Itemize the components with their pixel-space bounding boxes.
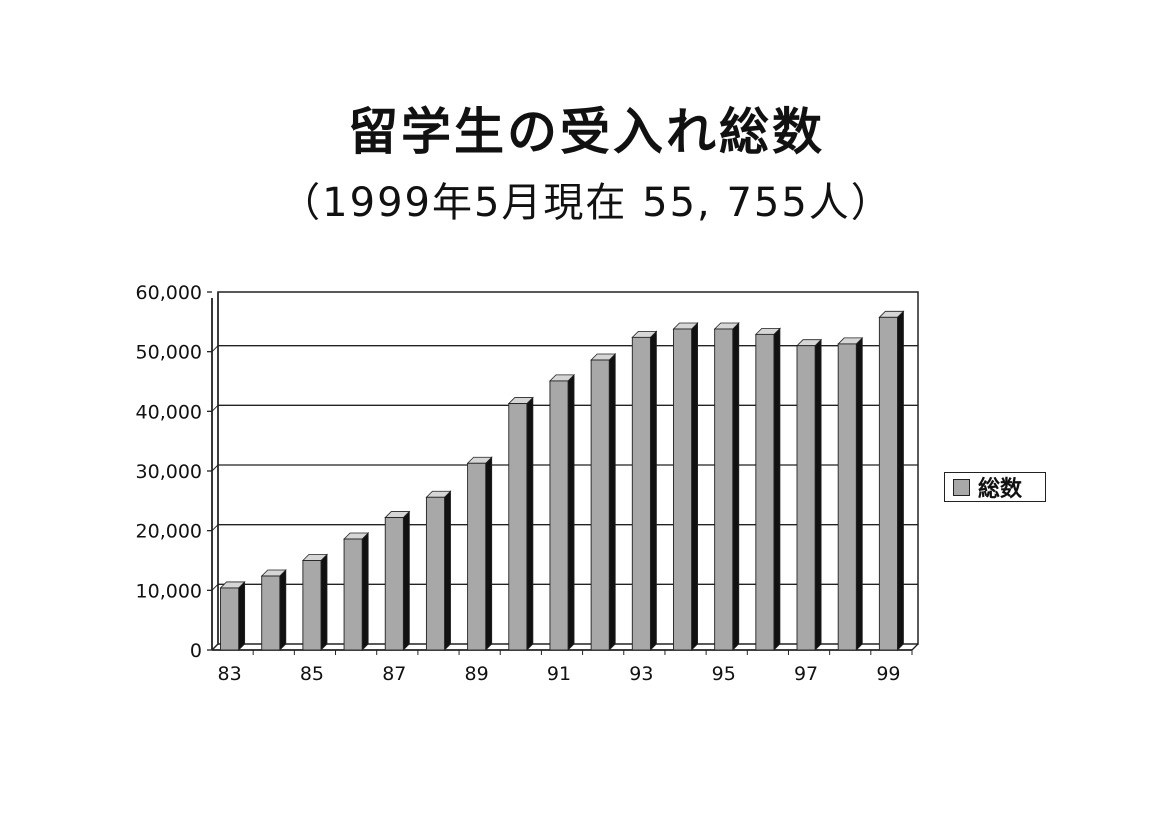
y-tick-label: 60,000 xyxy=(136,282,202,304)
bar-side xyxy=(402,510,410,651)
bar xyxy=(384,517,404,651)
bar-side xyxy=(567,373,575,651)
bar xyxy=(549,380,569,651)
chart-title: 留学生の受入れ総数 xyxy=(348,103,825,161)
floor-right-edge xyxy=(911,643,919,651)
bar xyxy=(343,538,363,651)
bar-side xyxy=(608,353,616,651)
bar-side xyxy=(897,310,904,651)
bar-side xyxy=(279,569,287,651)
bar xyxy=(508,403,528,651)
x-tick-label: 91 xyxy=(547,663,571,685)
y-tick-label: 20,000 xyxy=(136,521,202,543)
legend-label: 総数 xyxy=(978,477,1023,502)
bar-side xyxy=(361,532,369,651)
gridline-depth xyxy=(211,524,219,532)
bar-side xyxy=(691,322,698,651)
gridline-depth xyxy=(211,464,219,472)
bar-side xyxy=(773,327,781,651)
x-tick-label: 97 xyxy=(794,663,818,685)
bar xyxy=(590,359,610,651)
bar-side xyxy=(444,490,451,651)
y-tick-label: 0 xyxy=(190,640,202,662)
bar-side xyxy=(238,580,246,651)
bar xyxy=(673,328,693,651)
x-tick-label: 93 xyxy=(629,663,653,685)
y-tick-label: 10,000 xyxy=(136,580,202,602)
bar xyxy=(755,333,775,651)
gridline-depth xyxy=(211,583,219,591)
gridline-depth xyxy=(211,345,219,353)
y-tick-label: 50,000 xyxy=(136,342,202,364)
bar xyxy=(261,575,281,651)
bar xyxy=(467,462,487,651)
bar xyxy=(302,560,322,651)
bar xyxy=(631,336,651,651)
bar-side xyxy=(485,456,493,651)
bar xyxy=(796,345,816,651)
bar-side xyxy=(855,336,863,651)
gridline-depth xyxy=(211,404,219,412)
x-tick-label: 85 xyxy=(300,663,324,685)
x-tick-label: 89 xyxy=(465,663,489,685)
legend-swatch xyxy=(953,478,970,496)
x-tick-label: 83 xyxy=(217,663,241,685)
bar-side xyxy=(650,330,657,651)
bar xyxy=(220,587,240,651)
x-tick-label: 87 xyxy=(382,663,406,685)
bar xyxy=(837,343,857,651)
bar xyxy=(425,496,445,651)
bar-side xyxy=(814,338,822,651)
y-tick-label: 40,000 xyxy=(136,401,202,423)
x-tick-label: 99 xyxy=(876,663,900,685)
y-tick-label: 30,000 xyxy=(136,461,202,483)
legend: 総数 xyxy=(944,472,1046,502)
bar-side xyxy=(320,553,328,651)
bar-side xyxy=(526,396,534,651)
x-tick-label: 95 xyxy=(712,663,736,685)
chart-subtitle: （1999年5月現在 55, 755人） xyxy=(280,180,893,226)
bar xyxy=(878,316,898,651)
bar-side xyxy=(732,322,740,651)
bar xyxy=(714,328,734,651)
